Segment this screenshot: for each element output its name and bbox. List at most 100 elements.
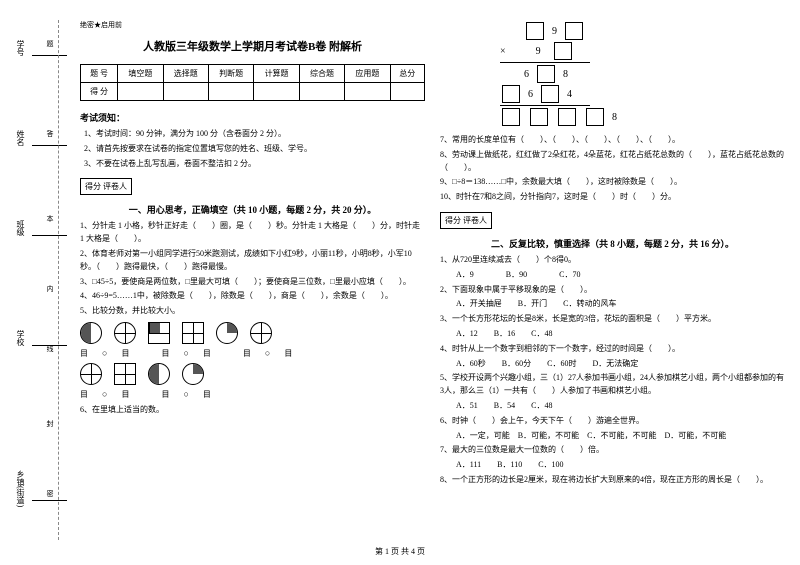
question: 1、分针走 1 小格，秒针正好走（ ）圈，是（ ）秒。分针走 1 大格是（ ）分… <box>80 220 425 246</box>
circle-icon <box>114 322 136 344</box>
label-town: 乡镇(街道) <box>15 470 26 507</box>
square-icon <box>148 322 170 344</box>
rule-line <box>32 145 67 146</box>
question: 2、下面现象中属于平移现象的是（ ）。 <box>440 284 785 297</box>
options: A．111 B．110 C．100 <box>440 459 785 472</box>
digit-box[interactable] <box>541 85 559 103</box>
notice-list: 1、考试时间：90 分钟，满分为 100 分（含卷面分 2 分）。 2、请首先按… <box>80 128 425 170</box>
th: 填空题 <box>118 65 163 83</box>
left-column: 绝密★启用前 人教版三年级数学上学期月考试卷B卷 附解析 题 号 填空题 选择题… <box>80 20 425 540</box>
seal-char: 答 <box>45 130 55 145</box>
binding-sidebar: 学号 姓名 班级 学校 乡镇(街道) 题 答 本 内 线 封 密 <box>0 0 75 565</box>
th: 总分 <box>390 65 424 83</box>
section-1-title: 一、用心思考，正确填空（共 10 小题，每题 2 分，共 20 分）。 <box>80 203 425 216</box>
options: A．开关抽屉 B．开门 C．转动的风车 <box>440 298 785 311</box>
frac-label: 目 <box>243 348 251 359</box>
square-icon <box>182 322 204 344</box>
question: 4、46÷9=5……1中，被除数是（ ），除数是（ ），商是（ ），余数是（ ）… <box>80 290 425 303</box>
th: 计算题 <box>254 65 299 83</box>
td[interactable] <box>163 83 208 101</box>
exam-title: 人教版三年级数学上学期月考试卷B卷 附解析 <box>80 38 425 54</box>
question: 4、时针从上一个数字到相邻的下一个数字，经过的时间是（ ）。 <box>440 343 785 356</box>
scorer-box: 得分 评卷人 <box>80 178 132 195</box>
td[interactable] <box>345 83 390 101</box>
td[interactable] <box>390 83 424 101</box>
seal-char: 内 <box>45 285 55 300</box>
notice-item: 3、不要在试卷上乱写乱画，卷面不整洁扣 2 分。 <box>84 158 425 171</box>
circle-icon <box>250 322 272 344</box>
seal-char: 线 <box>45 345 55 360</box>
scorer-box: 得分 评卷人 <box>440 212 492 229</box>
notice-item: 1、考试时间：90 分钟，满分为 100 分（含卷面分 2 分）。 <box>84 128 425 141</box>
td: 得 分 <box>81 83 118 101</box>
digit-box[interactable] <box>502 108 520 126</box>
circle-icon <box>216 322 238 344</box>
options: A．9 B．90 C．70 <box>440 269 785 282</box>
digit-box[interactable] <box>530 108 548 126</box>
question: 10、时针在7和8之间，分针指向7，这时是（ ）时（ ）分。 <box>440 191 785 204</box>
circle-icon <box>182 363 204 385</box>
digit-box[interactable] <box>502 85 520 103</box>
seal-char: 封 <box>45 420 55 435</box>
digit-box[interactable] <box>586 108 604 126</box>
fraction-blank-row: 目○目 目○目 目○目 <box>80 348 425 359</box>
frac-label: 目 <box>284 348 292 359</box>
th: 应用题 <box>345 65 390 83</box>
question: 7、常用的长度单位有（ ）、（ ）、（ ）、（ ）、（ ）。 <box>440 134 785 147</box>
digit-box[interactable] <box>554 42 572 60</box>
digit-box[interactable] <box>558 108 576 126</box>
digit-box[interactable] <box>565 22 583 40</box>
td[interactable] <box>299 83 344 101</box>
question: 1、从720里连续减去（ ）个8得0。 <box>440 254 785 267</box>
rule-line <box>500 62 590 63</box>
circle-icon <box>80 322 102 344</box>
frac-label: 目 <box>203 348 211 359</box>
question: 9、□÷8＝138……□中，余数最大填（ ），这时被除数是（ ）。 <box>440 176 785 189</box>
table-row: 题 号 填空题 选择题 判断题 计算题 综合题 应用题 总分 <box>81 65 425 83</box>
right-column: 9 ×9 68 64 8 7、常用的长度单位有（ ）、（ ）、（ ）、（ ）、（… <box>440 20 785 540</box>
th: 判断题 <box>208 65 253 83</box>
notice-item: 2、请首先按要求在试卷的指定位置填写您的姓名、班级、学号。 <box>84 143 425 156</box>
page-footer: 第 1 页 共 4 页 <box>0 546 800 557</box>
label-name: 姓名 <box>15 130 26 146</box>
rule-line <box>32 55 67 56</box>
fraction-compare-row <box>80 363 425 385</box>
rule-line <box>500 105 590 106</box>
compare-circle[interactable]: ○ <box>102 348 107 358</box>
compare-circle[interactable]: ○ <box>183 389 188 399</box>
frac-label: 目 <box>203 389 211 400</box>
rule-line <box>32 235 67 236</box>
circle-icon <box>80 363 102 385</box>
question: 8、劳动课上做纸花，红红做了2朵红花，4朵蓝花，红花占纸花总数的（ ），蓝花占纸… <box>440 149 785 175</box>
seal-char: 题 <box>45 40 55 55</box>
options: A．12 B．16 C．48 <box>440 328 785 341</box>
compare-circle[interactable]: ○ <box>265 348 270 358</box>
notice-heading: 考试须知： <box>80 111 425 124</box>
question: 5、比较分数，并比较大小。 <box>80 305 425 318</box>
td[interactable] <box>118 83 163 101</box>
question: 6、在里填上适当的数。 <box>80 404 425 417</box>
options: A．60秒 B．60分 C．60时 D．无法确定 <box>440 358 785 371</box>
question: 3、一个长方形花坛的长是8米，长是宽的3倍，花坛的面积是（ ）平方米。 <box>440 313 785 326</box>
th: 综合题 <box>299 65 344 83</box>
question: 2、体育老师对第一小组同学进行50米跑测试，成绩如下小红9秒，小丽11秒，小明8… <box>80 248 425 274</box>
question: 8、一个正方形的边长是2厘米，现在将边长扩大到原来的4倍，现在正方形的周长是（ … <box>440 474 785 487</box>
th: 题 号 <box>81 65 118 83</box>
fraction-blank-row: 目○目 目○目 <box>80 389 425 400</box>
circle-icon <box>148 363 170 385</box>
frac-label: 目 <box>161 348 169 359</box>
compare-circle[interactable]: ○ <box>183 348 188 358</box>
multiplication-problem: 9 ×9 68 64 8 <box>500 22 785 126</box>
square-icon <box>114 363 136 385</box>
options: A．51 B．54 C．48 <box>440 400 785 413</box>
compare-circle[interactable]: ○ <box>102 389 107 399</box>
td[interactable] <box>208 83 253 101</box>
td[interactable] <box>254 83 299 101</box>
th: 选择题 <box>163 65 208 83</box>
page-content: 绝密★启用前 人教版三年级数学上学期月考试卷B卷 附解析 题 号 填空题 选择题… <box>80 20 785 540</box>
seal-line <box>58 20 59 540</box>
digit-box[interactable] <box>537 65 555 83</box>
frac-label: 目 <box>121 389 129 400</box>
digit-box[interactable] <box>526 22 544 40</box>
question: 7、最大的三位数是最大一位数的（ ）倍。 <box>440 444 785 457</box>
